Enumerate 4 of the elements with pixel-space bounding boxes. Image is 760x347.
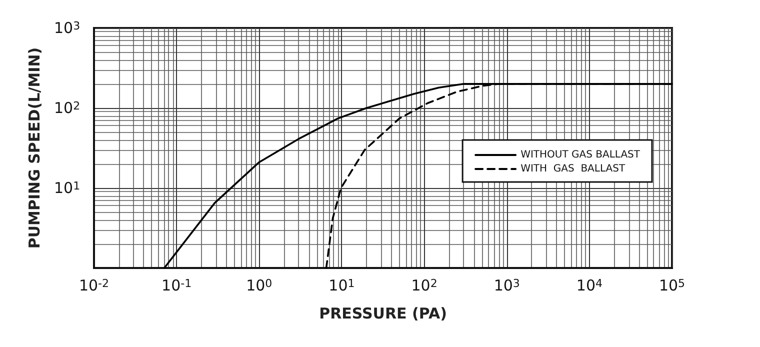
- legend-label: WITHOUT GAS BALLAST: [520, 150, 641, 160]
- y-axis-title: PUMPING SPEED(L/MIN): [26, 47, 44, 249]
- legend-label: WITH GAS BALLAST: [520, 164, 626, 174]
- x-axis-title: PRESSURE (PA): [319, 304, 447, 322]
